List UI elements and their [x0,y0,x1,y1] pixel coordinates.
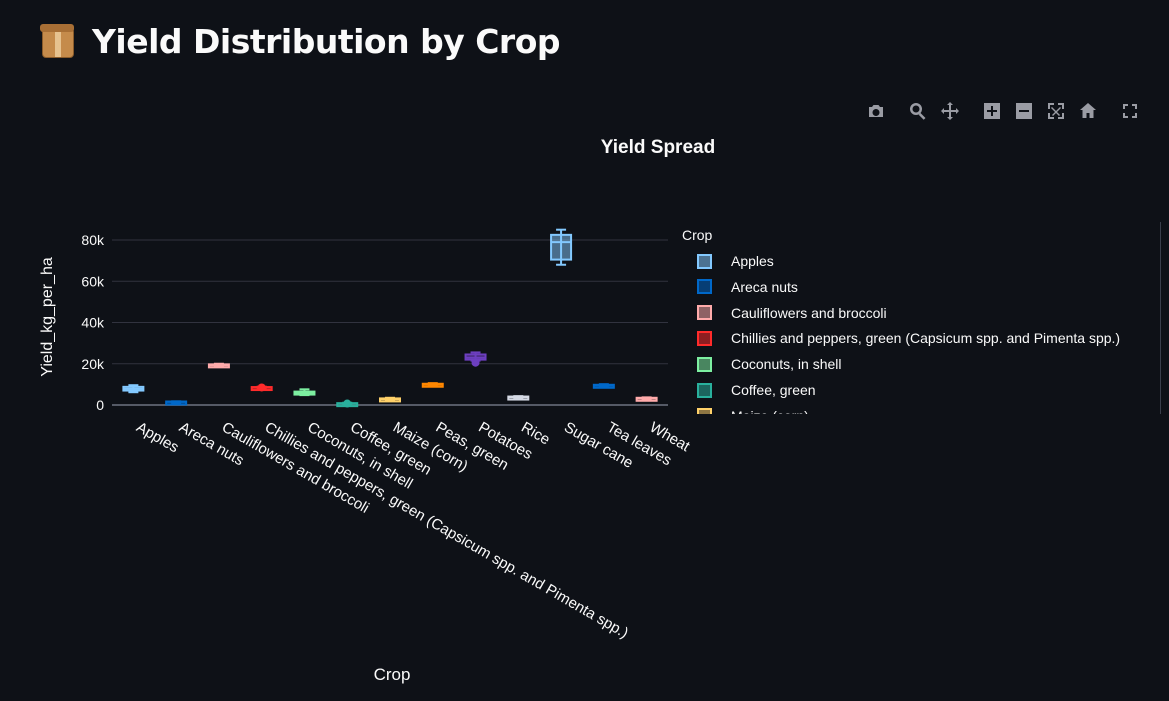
legend-item[interactable]: Cauliflowers and broccoli [697,302,887,324]
home-icon[interactable] [1076,99,1100,123]
legend-swatch [697,356,712,372]
x-axis-label: Crop [374,665,411,684]
y-tick-label: 80k [81,232,105,248]
box-body [550,233,573,261]
zoom-out-icon[interactable] [1012,99,1036,123]
y-tick-label: 40k [81,315,105,331]
legend-item[interactable]: Areca nuts [697,276,798,298]
legend-swatch [697,330,712,346]
legend-swatch [697,382,712,398]
box-10[interactable] [550,228,573,266]
legend-label: Maize (corn) [731,408,809,414]
box-6[interactable] [379,396,401,403]
fullscreen-icon[interactable] [1118,99,1142,123]
box-11[interactable] [592,383,615,389]
box-outlier [343,399,352,408]
box-0[interactable] [122,384,145,394]
y-axis-label: Yield_kg_per_ha [39,257,56,377]
box-1[interactable] [165,400,188,406]
x-tick-label: Apples [133,419,181,457]
zoom-icon[interactable] [906,99,930,123]
box-8[interactable] [464,351,487,367]
y-tick-label: 0 [96,397,104,413]
legend-label: Apples [731,253,774,269]
plot-modebar [864,99,1150,123]
page-title: Yield Distribution by Crop [92,22,560,61]
chart-title: Yield Spread [601,137,715,158]
box-9[interactable] [507,395,530,401]
legend-swatch [697,253,712,269]
pan-icon[interactable] [938,99,962,123]
y-tick-label: 60k [81,273,105,289]
legend[interactable]: Crop Apples Areca nuts Cauliflowers and br… [672,222,1161,414]
package-icon [40,23,76,60]
legend-label: Chillies and peppers, green (Capsicum sp… [731,330,1121,347]
box-4[interactable] [293,388,316,397]
box-outlier [471,358,480,367]
legend-swatch [697,279,712,295]
box-5[interactable] [336,399,359,408]
y-tick-label: 20k [81,356,105,372]
box-3[interactable] [250,383,273,392]
camera-icon[interactable] [864,99,888,123]
zoom-in-icon[interactable] [980,99,1004,123]
legend-label: Areca nuts [731,278,798,295]
legend-label: Coffee, green [731,382,816,398]
legend-item[interactable]: Chillies and peppers, green (Capsicum sp… [697,327,1120,349]
box-12[interactable] [635,396,658,402]
box-7[interactable] [421,382,444,388]
legend-item[interactable]: Apples [697,250,774,272]
legend-label: Cauliflowers and broccoli [731,304,887,321]
page-header: Yield Distribution by Crop [40,22,560,61]
legend-item[interactable]: Coffee, green [697,379,816,401]
legend-title: Crop [682,227,713,243]
autoscale-icon[interactable] [1044,99,1068,123]
legend-swatch [697,408,712,414]
legend-label: Coconuts, in shell [731,356,842,373]
box-2[interactable] [207,362,230,369]
legend-swatch [697,305,712,321]
legend-item[interactable]: Coconuts, in shell [697,353,842,375]
legend-item[interactable]: Maize (corn) [697,405,809,414]
box-outlier [257,383,266,392]
